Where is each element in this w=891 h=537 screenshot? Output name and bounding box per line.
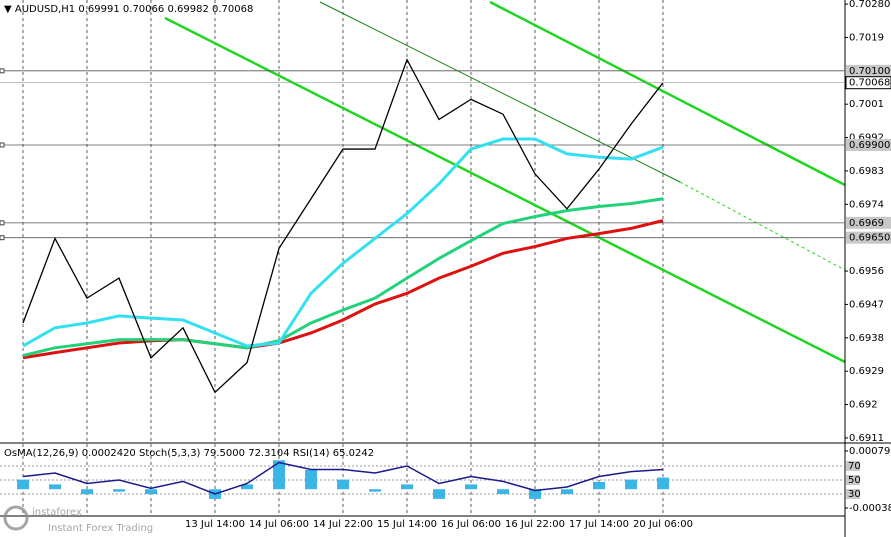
y-tick-label: 0.7001 bbox=[849, 99, 884, 110]
indicator-header: OsMA(12,26,9) 0.0002420 Stoch(5,3,3) 79.… bbox=[4, 448, 374, 459]
y2-tick-label: 50 bbox=[848, 475, 861, 486]
indicator-name: Stoch(5,3,3) bbox=[139, 448, 201, 459]
osma-bar bbox=[241, 484, 253, 490]
channel-lines bbox=[164, 0, 846, 364]
level-handle bbox=[0, 235, 5, 241]
logo: instaforex Instant Forex Trading bbox=[3, 505, 153, 534]
indicator-name: OsMA(12,26,9) bbox=[4, 448, 79, 459]
y-tick-label: 0.6911 bbox=[849, 433, 884, 444]
osma-bar bbox=[81, 489, 93, 495]
high: 0.70066 bbox=[123, 4, 164, 15]
osma-bar bbox=[17, 479, 29, 490]
osma-bar bbox=[625, 479, 637, 490]
level-box bbox=[846, 138, 891, 151]
logo-name: instaforex bbox=[32, 507, 82, 518]
osma-bar bbox=[657, 477, 669, 490]
x-tick-label: 16 Jul 22:00 bbox=[505, 519, 565, 530]
level-box bbox=[846, 475, 860, 485]
y-tick-label: 0.0007924 bbox=[849, 446, 891, 457]
trend-line bbox=[679, 181, 846, 271]
osma-bar bbox=[529, 489, 541, 499]
x-tick-label: 14 Jul 06:00 bbox=[249, 519, 309, 530]
osma-bar bbox=[593, 481, 605, 490]
x-tick-label: 15 Jul 14:00 bbox=[377, 519, 437, 530]
x-tick-label: 17 Jul 14:00 bbox=[569, 519, 629, 530]
logo-tagline: Instant Forex Trading bbox=[48, 523, 153, 534]
y-tick-label: 0.6974 bbox=[849, 199, 884, 210]
channel-line bbox=[164, 16, 846, 364]
y-tick-label: 0.7019 bbox=[849, 32, 884, 43]
y-tick-label: 0.6983 bbox=[849, 166, 884, 177]
level-label: 0.70100 bbox=[849, 66, 890, 77]
x-tick-label: 13 Jul 14:00 bbox=[185, 519, 245, 530]
level-box bbox=[846, 64, 891, 77]
osma-bar bbox=[369, 489, 381, 492]
x-tick-label: 14 Jul 22:00 bbox=[313, 519, 373, 530]
y-tick-label: 0.6929 bbox=[849, 366, 884, 377]
series-line bbox=[22, 58, 664, 394]
price-label: 0.70068 bbox=[849, 78, 890, 89]
osma-bar bbox=[273, 460, 285, 490]
y-tick-label: 0.70280 bbox=[849, 0, 890, 10]
level-box bbox=[846, 489, 860, 499]
osma-bar bbox=[497, 489, 509, 495]
logo-icon bbox=[3, 505, 29, 531]
level-label: 0.69900 bbox=[849, 140, 890, 151]
osma-bar bbox=[49, 484, 61, 490]
osma-bar bbox=[337, 479, 349, 490]
osma-bar bbox=[305, 469, 317, 490]
level-label: 0.69650 bbox=[849, 233, 890, 244]
indicator-name: RSI(14) bbox=[293, 448, 330, 459]
y2-tick-label: 70 bbox=[848, 461, 861, 472]
level-box bbox=[846, 461, 860, 471]
series-line bbox=[22, 137, 664, 348]
indicator-reading: 79.5000 bbox=[204, 448, 245, 459]
y-tick-label: 0.6938 bbox=[849, 333, 884, 344]
level-handle bbox=[0, 68, 5, 74]
level-label: 0.6969 bbox=[849, 218, 884, 229]
level-handle bbox=[0, 142, 5, 148]
x-tick-label: 16 Jul 06:00 bbox=[441, 519, 501, 530]
y-tick-label: -0.0003888 bbox=[849, 503, 891, 514]
low: 0.69982 bbox=[167, 4, 208, 15]
price-box bbox=[845, 76, 891, 90]
indicator-reading: 65.0242 bbox=[333, 448, 374, 459]
y-tick-label: 0.6956 bbox=[849, 266, 884, 277]
trend-line bbox=[319, 1, 681, 183]
y-tick-label: 0.6947 bbox=[849, 299, 884, 310]
indicator-reading: 0.0002420 bbox=[82, 448, 136, 459]
indicator-reading: 72.3104 bbox=[248, 448, 289, 459]
osma-bar bbox=[465, 484, 477, 490]
channel-line bbox=[489, 0, 846, 187]
y-tick-label: 0.692 bbox=[849, 400, 878, 411]
level-box bbox=[846, 216, 891, 229]
chart-header: ▼ AUDUSD,H1 0.69991 0.70066 0.69982 0.70… bbox=[4, 4, 253, 15]
close: 0.70068 bbox=[212, 4, 253, 15]
y-tick-label: 0.6992 bbox=[849, 133, 884, 144]
symbol: AUDUSD,H1 bbox=[15, 4, 75, 15]
level-handle bbox=[0, 220, 5, 226]
osma-bar bbox=[561, 489, 573, 495]
series-line bbox=[22, 197, 664, 358]
x-tick-label: 20 Jul 06:00 bbox=[633, 519, 693, 530]
series-line bbox=[22, 461, 664, 495]
series-line bbox=[22, 219, 664, 360]
osma-bar bbox=[433, 489, 445, 499]
level-box bbox=[846, 231, 891, 244]
osma-bar bbox=[113, 489, 125, 492]
osma-bar bbox=[145, 489, 157, 495]
osma-bar bbox=[401, 484, 413, 490]
open: 0.69991 bbox=[78, 4, 119, 15]
y2-tick-label: 30 bbox=[848, 489, 861, 500]
